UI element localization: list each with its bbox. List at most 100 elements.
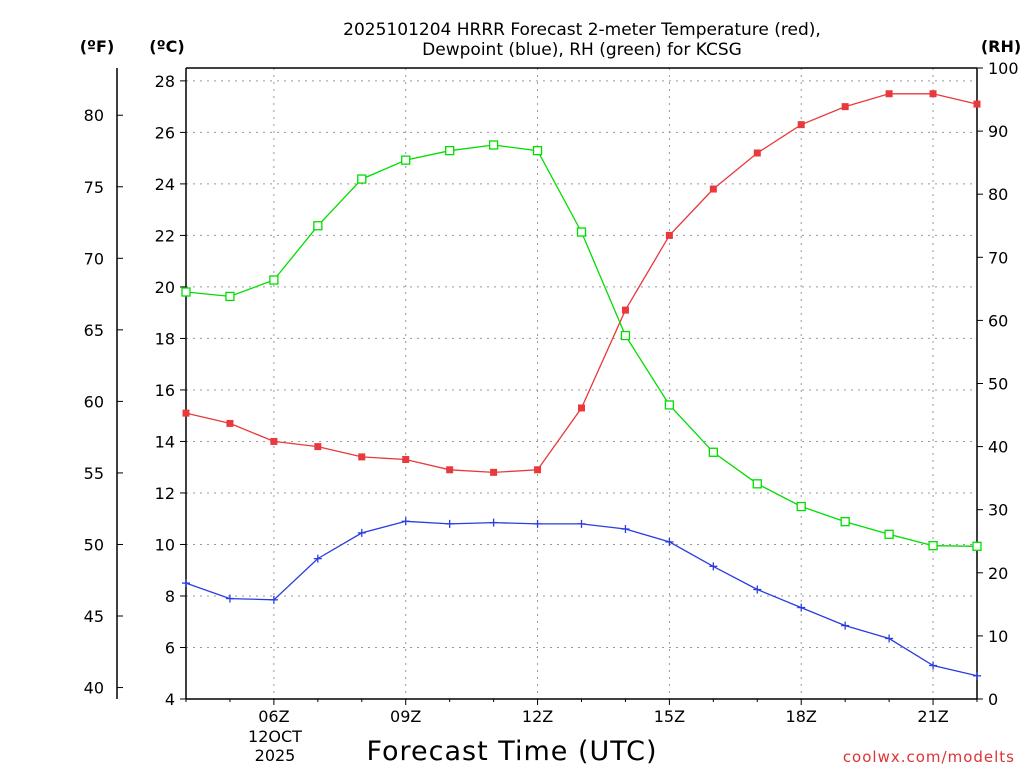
temperature-point [709,185,717,193]
fahrenheit-tick-label: 60 [84,392,104,411]
celsius-tick-label: 24 [155,175,175,194]
celsius-tick-label: 20 [155,278,175,297]
dewpoint-point [797,603,806,612]
celsius-tick-label: 16 [155,381,175,400]
dewpoint-point [445,519,454,528]
x-tick-label: 15Z [654,707,685,726]
rh-point [488,140,499,150]
x-tick-label: 12Z [522,707,553,726]
rh-tick-label: 70 [988,248,1008,267]
data-series [181,90,982,680]
fahrenheit-tick-label: 50 [84,535,104,554]
x-tick-label: 09Z [390,707,421,726]
rh-point [708,447,718,457]
rh-point [401,155,411,165]
dewpoint-point [182,579,190,588]
rh-point [928,541,938,551]
dewpoint-point [533,519,542,528]
chart-title-line1: 2025101204 HRRR Forecast 2-meter Tempera… [343,20,821,40]
temperature-point [534,466,542,474]
temperature-point [578,404,585,412]
rh-tick-label: 40 [988,438,1008,457]
temperature-point [182,409,190,417]
temperature-point [841,103,849,111]
fahrenheit-axis-unit: (ºF) [80,37,115,56]
rh-tick-label: 60 [988,311,1008,330]
celsius-axis-unit: (ºC) [149,37,184,56]
axes: 40 45 50 55 60 65 70 75 80 4 6 8 10 12 14 16 18 20 22 24 26 2… [84,59,1019,726]
temperature-point [490,468,498,476]
temperature-point [797,121,805,129]
fahrenheit-tick-label: 40 [84,679,104,698]
dewpoint-point [885,634,894,643]
dewpoint-point [577,519,586,528]
dewpoint-point [841,621,850,630]
rh-tick-label: 50 [988,375,1008,394]
rh-point [664,400,675,410]
dewpoint-point [929,661,938,670]
rh-point [796,501,806,512]
rh-tick-label: 0 [988,690,998,709]
temperature-point [358,453,366,461]
dewpoint-point [973,671,981,680]
celsius-tick-label: 28 [155,72,175,91]
rh-point [313,221,323,231]
rh-point [532,146,543,156]
celsius-tick-label: 26 [155,123,175,142]
dewpoint-point [401,517,410,526]
series-temperature [182,90,981,476]
temperature-point [402,455,410,463]
celsius-tick-label: 14 [155,432,175,451]
x-tick-label: 18Z [786,707,817,726]
grid-lines [186,68,977,699]
date-label-line2: 2025 [255,746,296,765]
rh-tick-label: 10 [988,627,1008,646]
dewpoint-point [665,537,674,546]
x-axis-title: Forecast Time (UTC) [366,736,657,767]
rh-point [445,146,455,156]
celsius-tick-label: 12 [155,484,175,503]
rh-point [752,479,762,489]
fahrenheit-tick-label: 70 [84,249,104,268]
dewpoint-point [489,518,498,527]
fahrenheit-tick-label: 75 [84,178,104,197]
temperature-line [185,93,978,474]
rh-point [181,287,191,297]
celsius-tick-label: 10 [155,535,175,554]
celsius-tick-label: 8 [165,587,175,606]
rh-point [620,330,631,341]
date-label-line1: 12OCT [248,727,302,746]
temperature-point [314,443,322,451]
celsius-tick-label: 4 [165,690,175,709]
dewpoint-point [357,528,366,537]
rh-tick-label: 100 [988,59,1019,78]
temperature-point [665,231,673,239]
rh-tick-label: 20 [988,564,1008,583]
x-tick-label: 21Z [917,707,948,726]
chart-title-line2: Dewpoint (blue), RH (green) for KCSG [422,40,742,60]
dewpoint-point [313,554,322,563]
temperature-point [929,90,937,98]
x-tick-label: 06Z [258,707,289,726]
celsius-tick-label: 6 [165,638,175,657]
rh-point [357,174,367,184]
temperature-point [885,90,893,98]
fahrenheit-tick-label: 55 [84,464,104,483]
rh-point [269,275,279,285]
rh-point [840,517,850,527]
temperature-point [446,466,454,474]
rh-point [972,541,982,551]
rh-point [884,529,894,539]
celsius-tick-label: 18 [155,329,175,348]
temperature-point [973,100,981,108]
celsius-tick-label: 22 [155,226,175,245]
temperature-point [621,306,629,314]
dewpoint-point [753,585,762,594]
rh-point [576,227,587,237]
dewpoint-point [621,525,630,534]
temperature-point [753,149,761,157]
temperature-point [226,419,234,427]
series-rh [181,140,982,551]
fahrenheit-tick-label: 45 [84,607,104,626]
fahrenheit-tick-label: 65 [84,321,104,340]
